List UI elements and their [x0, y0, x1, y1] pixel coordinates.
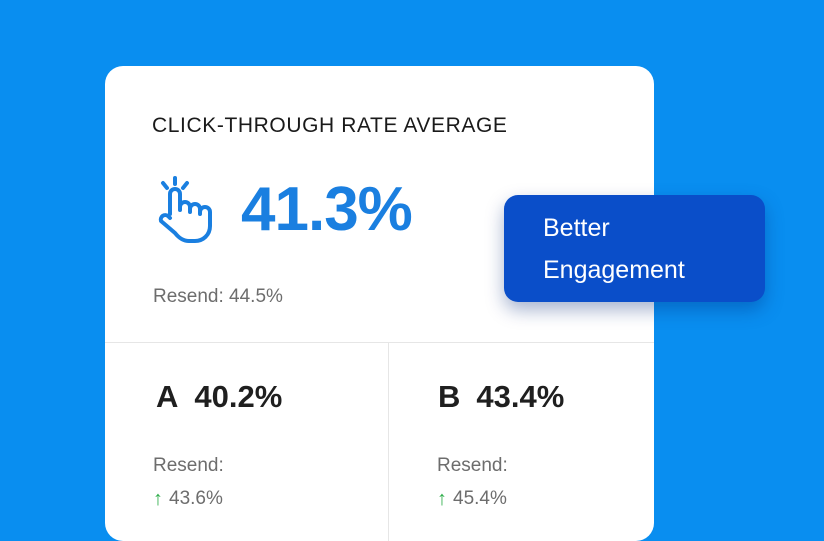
variant-a: A 40.2% — [156, 379, 282, 415]
variant-a-resend-label: Resend: — [153, 455, 224, 476]
better-engagement-badge: Better Engagement — [504, 195, 765, 302]
badge-line-1: Better — [543, 214, 610, 242]
variant-b-resend-value: ↑ 45.4% — [437, 488, 507, 510]
variant-b-value: 43.4% — [476, 379, 565, 414]
variant-b-resend-number: 45.4% — [453, 488, 507, 509]
variant-b: B 43.4% — [438, 379, 564, 415]
badge-line-2: Engagement — [543, 256, 685, 284]
variant-a-value: 40.2% — [194, 379, 283, 414]
arrow-up-icon: ↑ — [153, 488, 163, 510]
card-title: CLICK-THROUGH RATE AVERAGE — [152, 114, 508, 137]
horizontal-divider — [105, 342, 654, 343]
resend-average: Resend: 44.5% — [153, 286, 283, 307]
variant-a-resend-value: ↑ 43.6% — [153, 488, 223, 510]
ctr-value: 41.3% — [241, 175, 413, 244]
ctr-hero: 41.3% — [155, 174, 413, 245]
arrow-up-icon: ↑ — [437, 488, 447, 510]
variant-b-resend-label: Resend: — [437, 455, 508, 476]
variant-a-letter: A — [156, 379, 179, 414]
ctr-card: CLICK-THROUGH RATE AVERAGE 41.3% Resend:… — [105, 66, 654, 541]
variant-a-resend-number: 43.6% — [169, 488, 223, 509]
variant-b-letter: B — [438, 379, 461, 414]
tap-hand-icon — [158, 175, 212, 243]
vertical-divider — [388, 343, 389, 541]
